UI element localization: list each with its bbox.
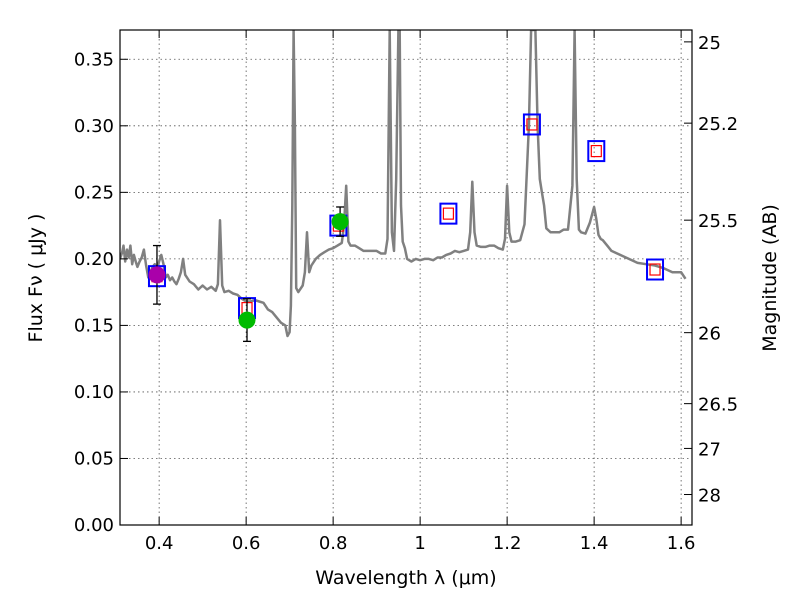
x-tick-label: 1.4 [580,533,609,554]
model-point-inner [649,263,661,276]
measured-point [238,311,256,329]
y-tick-label: 0.00 [74,515,114,536]
magnitude-tick-label: 28 [698,486,721,507]
plot-area [120,30,687,338]
x-tick-label: 1.2 [493,533,522,554]
axis-ticks [120,30,692,526]
spectrum-line [120,30,687,338]
magnitude-tick-label: 25.5 [698,211,738,232]
y-axis-title: Flux Fν ( μJy ) [25,214,47,343]
y-tick-label: 0.15 [74,315,114,336]
x-tick-label: 0.8 [319,533,348,554]
right-axis-title: Magnitude (AB) [759,204,781,352]
model-point-box [439,202,458,225]
y-tick-label: 0.35 [74,49,114,70]
x-axis-title: Wavelength λ (μm) [315,567,496,589]
measured-point [148,266,166,284]
photometry-markers [147,113,665,343]
magnitude-tick-label: 27 [698,439,721,460]
model-point-box [522,113,541,136]
measured-point [331,213,349,231]
model-point-inner [442,207,455,220]
y-tick-label: 0.30 [74,116,114,137]
magnitude-tick-label: 25 [698,33,721,54]
model-point-inner [590,144,602,158]
y-tick-label: 0.25 [74,182,114,203]
x-tick-label: 1 [414,533,425,554]
x-tick-label: 0.6 [232,533,261,554]
tick-labels: 0.4 0.6 0.8 1 1.2 1.4 1.6 0.00 0.05 0.10 0.15 0.20 0… [74,33,738,554]
y-tick-label: 0.10 [74,382,114,403]
magnitude-tick-label: 26.5 [698,395,738,416]
model-point-box [646,258,665,281]
model-point-box [587,140,606,163]
magnitude-tick-label: 26 [698,324,721,345]
grid-lines [120,30,692,526]
magnitude-tick-label: 25.2 [698,114,738,135]
plot-frame [119,29,693,526]
y-tick-label: 0.20 [74,249,114,270]
y-tick-label: 0.05 [74,448,114,469]
x-tick-label: 0.4 [145,533,174,554]
x-tick-label: 1.6 [667,533,696,554]
model-point-inner [526,118,538,131]
